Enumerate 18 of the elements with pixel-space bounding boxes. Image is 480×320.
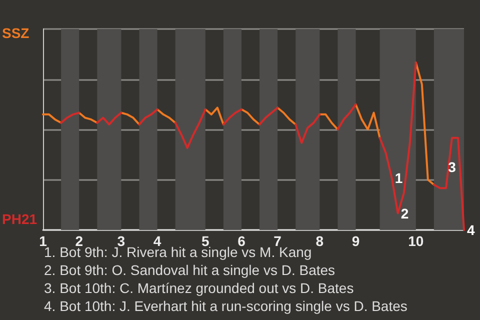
x-tick-label: 5 [201,233,210,249]
text: SSZ [2,25,30,41]
x-tick-label: 7 [274,233,282,249]
text: 3. Bot 10th: C. Martínez grounded out vs D. Bates [44,280,354,296]
text: 2. Bot 9th: O. Sandoval hit a single vs D. Bates [44,262,336,278]
x-tick-label: 2 [75,233,84,249]
x-tick-label: 8 [316,233,324,249]
annotation: 1 [394,170,403,186]
text: 4 [467,222,475,238]
x-tick-label: 9 [352,233,360,249]
x-tick-label: 4 [153,233,162,249]
text: 4. Bot 10th: J. Everhart hit a run-scoring single vs D. Bates [44,298,408,314]
annotation: 2 [400,205,409,222]
text: PH21 [2,211,38,227]
x-tick-label: 1 [39,233,48,249]
x-tick-label: 6 [238,233,246,249]
x-tick-label: 3 [117,233,126,249]
x-tick-label: 10 [408,233,424,249]
